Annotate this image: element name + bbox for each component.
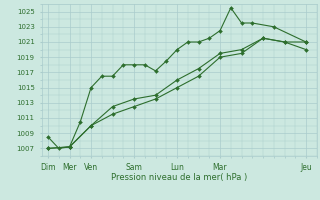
X-axis label: Pression niveau de la mer( hPa ): Pression niveau de la mer( hPa ) — [111, 173, 247, 182]
